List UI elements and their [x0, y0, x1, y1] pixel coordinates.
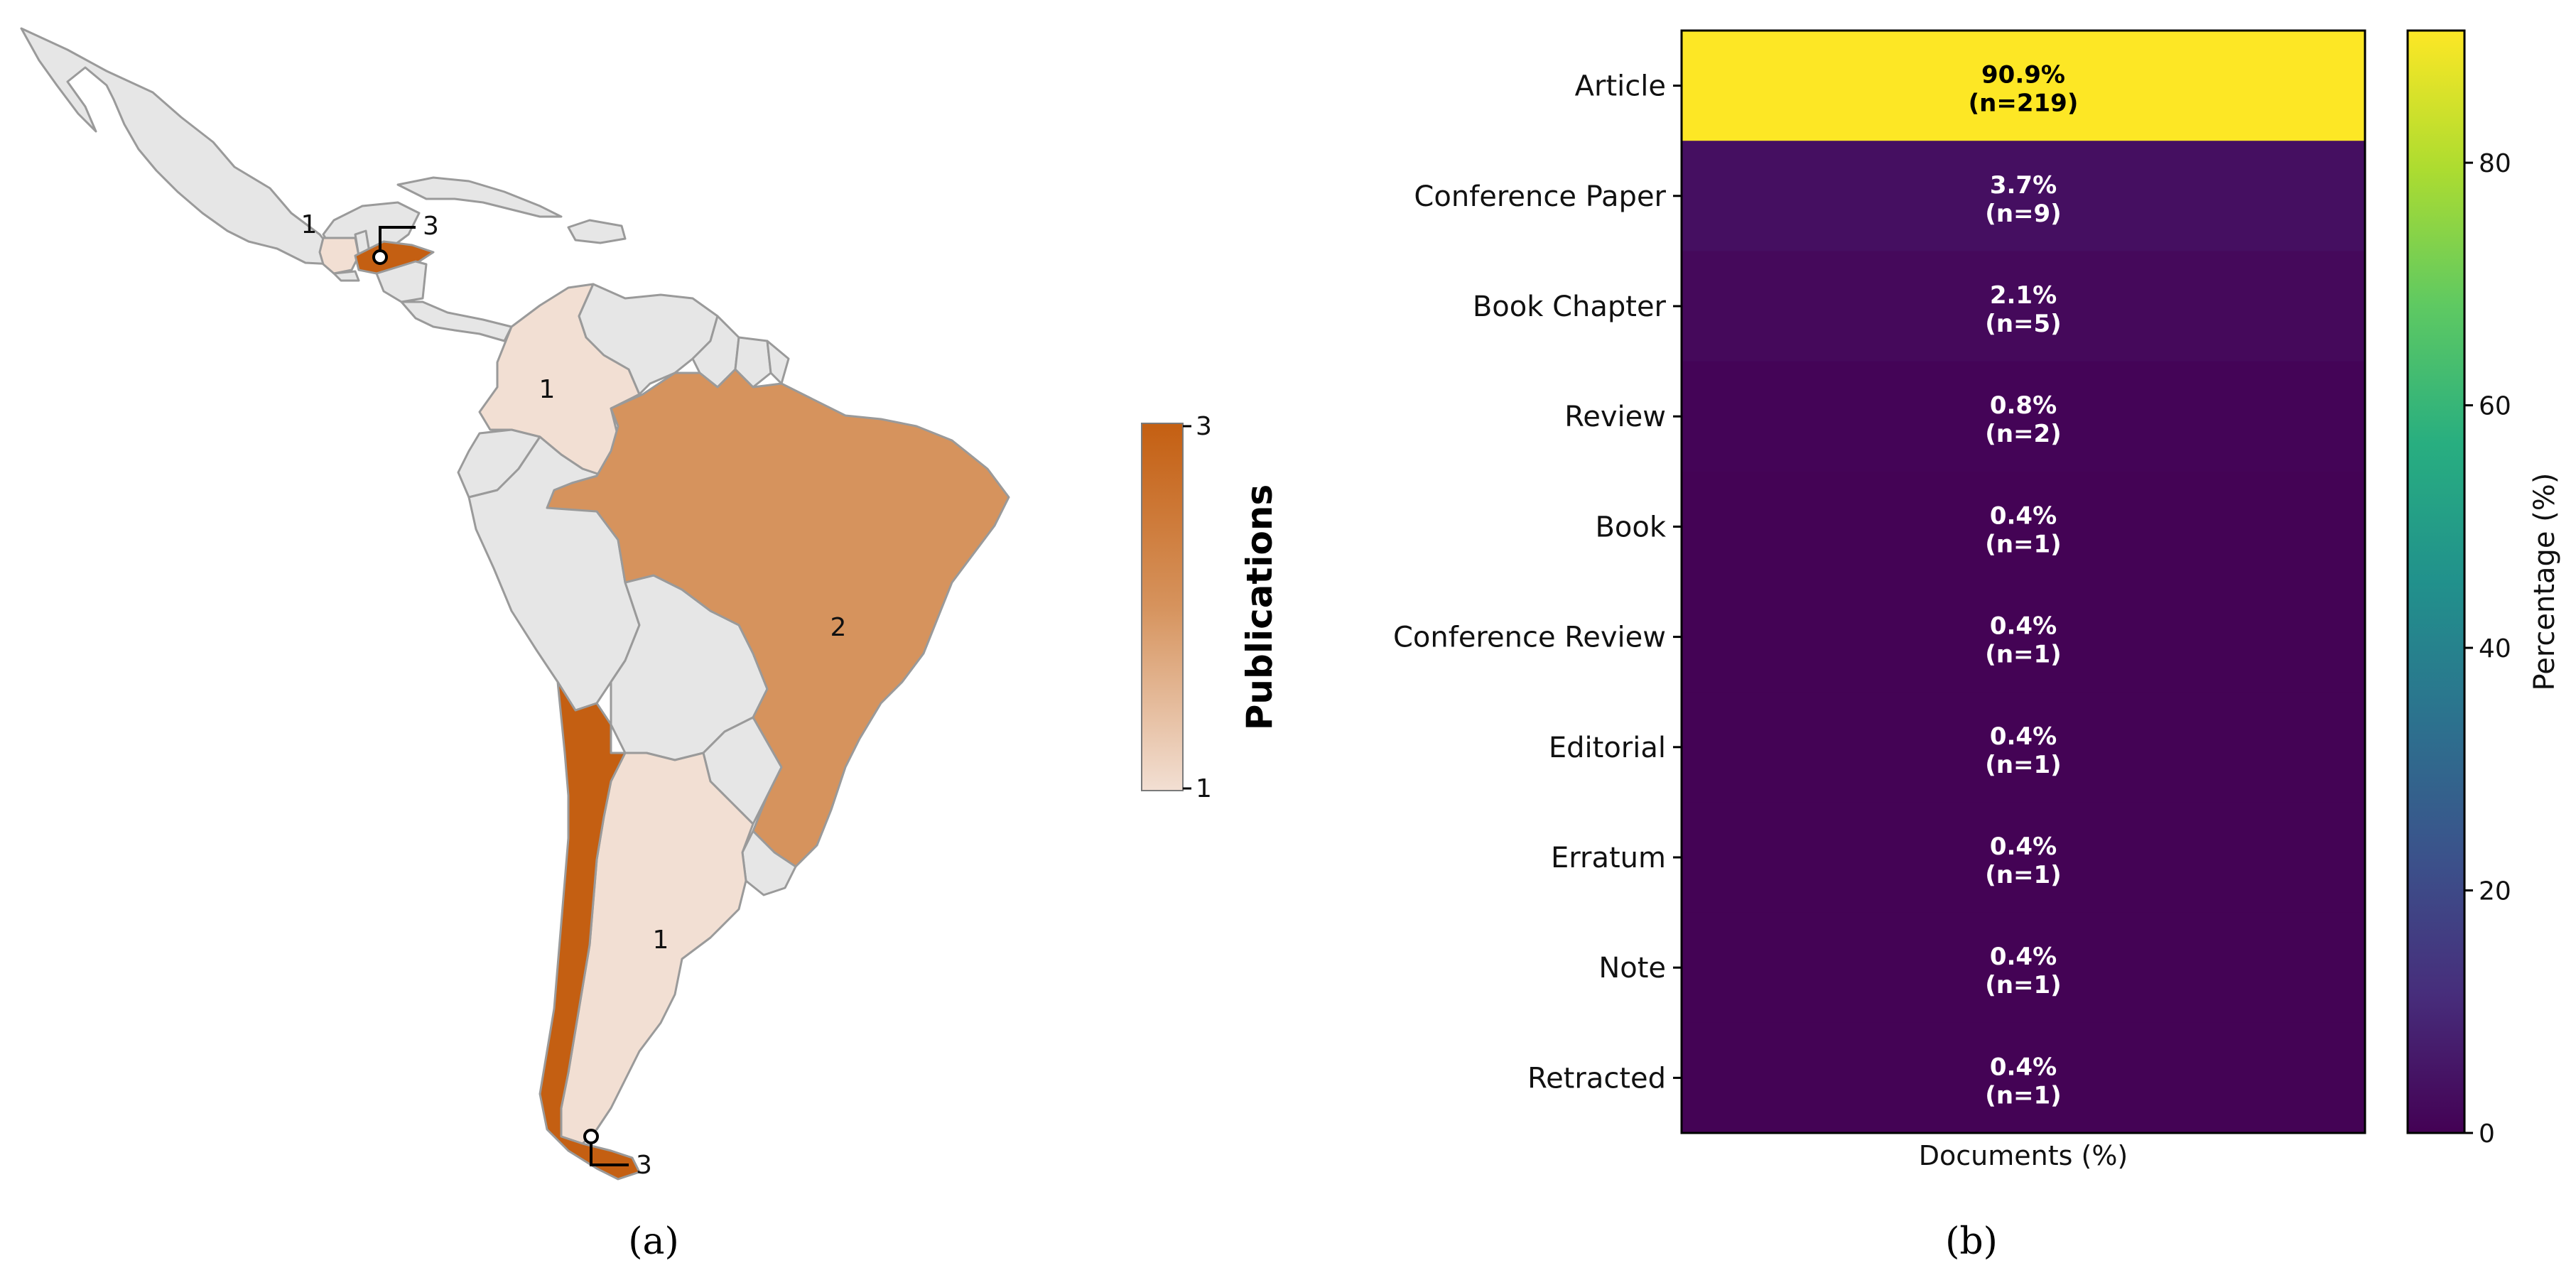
- country-chile: [539, 680, 641, 1181]
- country-mexico: [20, 27, 421, 266]
- percentage-colorbar-tick: 0: [2479, 1119, 2495, 1149]
- heatmap-cell-percent: 0.4%: [1990, 501, 2057, 530]
- heatmap-cell-count: (n=1): [1985, 530, 2061, 558]
- heatmap-cell-count: (n=5): [1985, 310, 2061, 338]
- country-french-guiana: [766, 340, 790, 385]
- heatmap-frame: [1680, 29, 2366, 1134]
- map-leader-honduras: [379, 226, 416, 257]
- heatmap-row-label: Article: [1575, 70, 1666, 103]
- publications-colorbar-label: Publications: [1239, 484, 1280, 730]
- heatmap-row-label: Book: [1595, 511, 1666, 543]
- heatmap-row-label: Book Chapter: [1473, 291, 1667, 323]
- percentage-colorbar-tick: 60: [2479, 392, 2511, 421]
- percentage-colorbar: 0 20 40 60 80 Percentage (%): [2406, 29, 2561, 1149]
- heatmap-cell-percent: 0.4%: [1990, 832, 2057, 861]
- heatmap-cell: [1682, 582, 2365, 693]
- heatmap-cell-count: (n=2): [1985, 420, 2061, 448]
- heatmap-cell-percent: 0.4%: [1990, 943, 2057, 971]
- country-nicaragua: [375, 260, 428, 303]
- map-marker-chile: [583, 1129, 599, 1144]
- heatmap-cell-percent: 0.4%: [1990, 722, 2057, 751]
- heatmap-cell-count: (n=1): [1985, 1081, 2061, 1110]
- heatmap-cell: [1682, 802, 2365, 913]
- heatmap-cell: [1682, 471, 2365, 582]
- map-label-honduras: 3: [423, 212, 439, 241]
- heatmap-cell-percent: 0.8%: [1990, 391, 2057, 420]
- country-suriname: [734, 336, 772, 389]
- publications-colorbar: 3 1 Publications: [1141, 412, 1280, 803]
- percentage-colorbar-label: Percentage (%): [2528, 473, 2561, 691]
- heatmap-cell-count: (n=1): [1985, 751, 2061, 779]
- heatmap-cell: [1682, 361, 2365, 472]
- heatmap-xlabel: Documents (%): [1919, 1140, 2128, 1171]
- heatmap-cell-percent: 2.1%: [1990, 281, 2057, 310]
- heatmap-row-label: Erratum: [1551, 842, 1666, 874]
- heatmap-cell: [1682, 1022, 2365, 1134]
- percentage-colorbar-tick: 40: [2479, 634, 2511, 663]
- caption-a: (a): [628, 1220, 679, 1263]
- heatmap-cell-count: (n=1): [1985, 971, 2061, 999]
- country-guatemala: [318, 237, 360, 275]
- document-type-heatmap: 90.9%(n=219) 3.7%(n=9) 2.1%(n=5) 0.8%(n=2) 0…: [1393, 29, 2366, 1171]
- country-hispaniola: [567, 219, 627, 244]
- heatmap-cell: [1682, 141, 2365, 251]
- map-label-colombia: 1: [539, 375, 556, 404]
- caption-b: (b): [1945, 1220, 1998, 1263]
- heatmap-cell: [1682, 692, 2365, 803]
- heatmap-cell-count: (n=9): [1985, 200, 2061, 228]
- country-cuba: [396, 176, 563, 218]
- heatmap-cell-percent: 3.7%: [1990, 171, 2057, 200]
- heatmap-row-label: Retracted: [1527, 1062, 1666, 1095]
- heatmap-row-label: Editorial: [1549, 732, 1666, 764]
- publications-colorbar-tick-max: 3: [1196, 412, 1212, 441]
- latin-america-map: 1 3 1 2 1 3: [20, 27, 1010, 1181]
- heatmap-cell-count: (n=1): [1985, 641, 2061, 669]
- country-brazil: [546, 368, 1010, 868]
- map-label-guatemala: 1: [301, 210, 318, 239]
- map-label-brazil: 2: [830, 613, 847, 642]
- country-costa-rica-panama: [400, 300, 513, 342]
- country-el-salvador: [332, 270, 360, 282]
- map-label-chile: 3: [636, 1151, 652, 1180]
- heatmap-cell: [1682, 251, 2365, 362]
- heatmap-row-label: Review: [1564, 401, 1666, 433]
- percentage-colorbar-tick: 80: [2479, 149, 2511, 178]
- heatmap-cell-count: (n=1): [1985, 861, 2061, 889]
- map-marker-honduras: [372, 249, 388, 265]
- heatmap-cell-percent: 0.4%: [1990, 1053, 2057, 1081]
- percentage-colorbar-tick: 20: [2479, 877, 2511, 906]
- heatmap-row-label: Conference Review: [1393, 622, 1666, 654]
- heatmap-cell-percent: 0.4%: [1990, 612, 2057, 641]
- heatmap-cell: [1682, 912, 2365, 1024]
- publications-colorbar-tick-min: 1: [1196, 774, 1212, 803]
- heatmap-cell-count: (n=219): [1969, 90, 2079, 118]
- heatmap-cell: [1682, 31, 2365, 141]
- heatmap-row-label: Note: [1598, 952, 1666, 985]
- publications-colorbar-gradient: [1141, 423, 1184, 791]
- heatmap-cell-percent: 90.9%: [1981, 61, 2065, 90]
- map-leader-chile: [590, 1137, 629, 1166]
- map-label-argentina: 1: [653, 926, 669, 955]
- percentage-colorbar-gradient: [2406, 29, 2466, 1134]
- heatmap-row-label: Conference Paper: [1414, 180, 1666, 213]
